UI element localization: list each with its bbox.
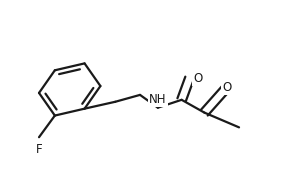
Text: O: O	[193, 72, 203, 85]
Text: O: O	[223, 80, 232, 93]
Text: NH: NH	[149, 93, 167, 106]
Text: F: F	[36, 143, 42, 156]
